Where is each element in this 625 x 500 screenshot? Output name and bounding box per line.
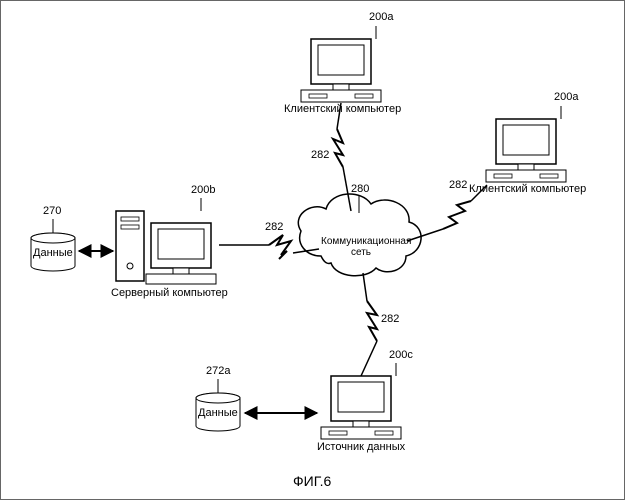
db-left-label: Данные: [33, 247, 73, 259]
server-ref: 200b: [191, 184, 215, 196]
link-ref-bottom: 282: [381, 313, 399, 325]
diagram-stage: Коммуникационная сеть 280 200a Клиентски…: [0, 0, 625, 500]
client-right-ref: 200a: [554, 91, 578, 103]
source-ref: 200c: [389, 349, 413, 361]
client-top-icon: [301, 39, 381, 102]
network-cloud: [298, 194, 421, 276]
server-label: Серверный компьютер: [111, 287, 228, 299]
server-icon: [116, 211, 216, 284]
link-ref-left: 282: [265, 221, 283, 233]
network-label: Коммуникационная сеть: [321, 236, 401, 258]
db-bottom-label: Данные: [198, 407, 238, 419]
link-bottom: [361, 273, 377, 376]
link-left: [219, 235, 319, 259]
client-top-label: Клиентский компьютер: [284, 103, 401, 115]
client-right-label: Клиентский компьютер: [469, 183, 586, 195]
network-label-line2: сеть: [351, 247, 371, 258]
link-ref-top: 282: [311, 149, 329, 161]
client-right-icon: [486, 119, 566, 182]
figure-label: ФИГ.6: [293, 473, 331, 489]
network-ref: 280: [351, 183, 369, 195]
diagram-svg: [1, 1, 625, 500]
link-ref-right: 282: [449, 179, 467, 191]
db-bottom-ref: 272a: [206, 365, 230, 377]
source-label: Источник данных: [317, 441, 405, 453]
network-label-line1: Коммуникационная: [321, 236, 411, 247]
link-top: [333, 103, 351, 211]
db-left-ref: 270: [43, 205, 61, 217]
client-top-ref: 200a: [369, 11, 393, 23]
source-icon: [321, 376, 401, 439]
